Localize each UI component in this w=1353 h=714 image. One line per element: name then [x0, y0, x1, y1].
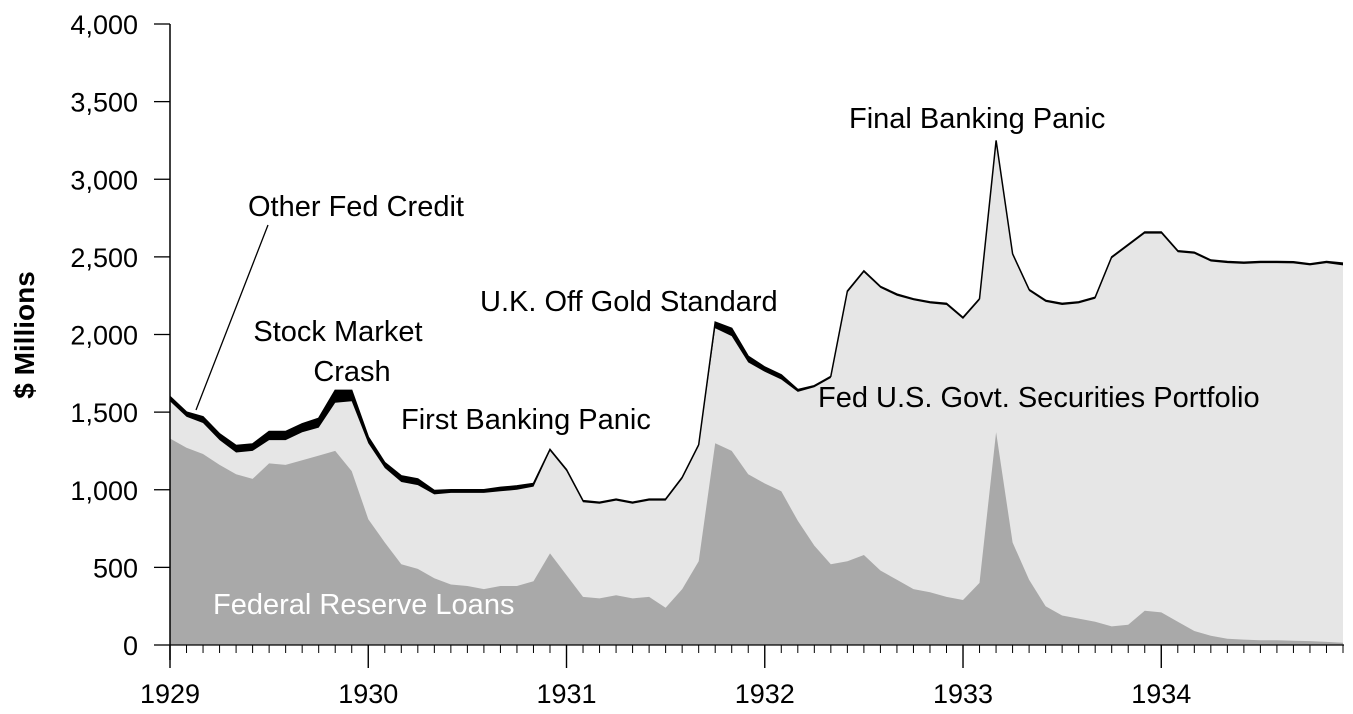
y-tick-label: 4,000	[70, 10, 138, 40]
annotations: Other Fed Credit Stock Market Crash Firs…	[195, 103, 1260, 621]
x-tick-label: 1933	[933, 679, 993, 709]
annotation-securities-portfolio: Fed U.S. Govt. Securities Portfolio	[818, 382, 1260, 414]
x-tick-label: 1930	[338, 679, 398, 709]
x-tick-label: 1932	[735, 679, 795, 709]
x-tick-label: 1931	[536, 679, 596, 709]
x-tick-label: 1929	[140, 679, 200, 709]
axes: 05001,0001,5002,0002,5003,0003,5004,000 …	[70, 10, 1344, 709]
y-tick-label: 1,500	[70, 398, 138, 428]
annotation-stock-market-crash-line2: Crash	[313, 356, 390, 388]
plot-areas	[169, 140, 1344, 645]
annotation-other-fed-credit: Other Fed Credit	[248, 191, 464, 223]
annotation-first-banking-panic: First Banking Panic	[401, 404, 651, 436]
other-fed-credit-leader-line	[195, 224, 269, 411]
y-tick-label: 2,500	[70, 243, 138, 273]
y-ticks: 0 500 1,000 1,500 2,000 2,500 3,000 3,500 4,000	[70, 10, 170, 661]
y-tick-label: 1,000	[70, 476, 138, 506]
y-tick-label: 500	[93, 553, 138, 583]
annotation-stock-market-crash-line1: Stock Market	[253, 316, 422, 348]
annotation-final-banking-panic: Final Banking Panic	[849, 103, 1105, 135]
y-tick-label: 0	[123, 631, 138, 661]
x-tick-label: 1934	[1131, 679, 1191, 709]
y-tick-label: 2,000	[70, 321, 138, 351]
annotation-uk-off-gold: U.K. Off Gold Standard	[480, 286, 778, 318]
total-outline	[169, 140, 1344, 503]
x-ticks: 1929 1930 1931 1932 1933 1934	[140, 645, 1344, 709]
area-govt-securities	[170, 142, 1343, 645]
area-federal-reserve-loans	[170, 432, 1343, 645]
y-tick-label: 3,500	[70, 88, 138, 118]
annotation-federal-reserve-loans: Federal Reserve Loans	[213, 589, 514, 621]
y-tick-label: 3,000	[70, 165, 138, 195]
y-axis-label: $ Millions	[9, 271, 40, 399]
